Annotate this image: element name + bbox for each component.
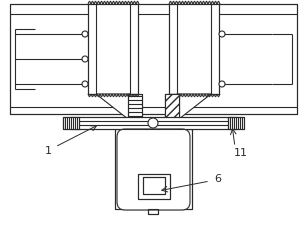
Bar xyxy=(169,5,219,95)
Bar xyxy=(128,95,142,120)
Bar xyxy=(10,5,297,114)
Bar xyxy=(115,129,192,209)
Polygon shape xyxy=(96,95,142,120)
Bar xyxy=(165,95,179,120)
Bar xyxy=(10,5,297,114)
Bar xyxy=(115,129,192,209)
Bar xyxy=(148,209,158,214)
Circle shape xyxy=(82,32,88,38)
Bar xyxy=(228,117,244,129)
Bar xyxy=(143,177,165,194)
Bar xyxy=(138,174,170,199)
Bar xyxy=(165,95,179,120)
Circle shape xyxy=(82,82,88,88)
Text: 1: 1 xyxy=(45,145,52,155)
Text: 11: 11 xyxy=(234,147,248,157)
Bar xyxy=(70,117,237,129)
Bar xyxy=(165,95,179,120)
Circle shape xyxy=(82,57,88,63)
Bar xyxy=(63,117,79,129)
Bar xyxy=(138,174,170,199)
Bar xyxy=(169,5,219,95)
Bar xyxy=(88,5,138,95)
Bar xyxy=(228,117,244,129)
Polygon shape xyxy=(165,95,211,120)
Bar xyxy=(70,117,237,129)
Bar xyxy=(148,209,158,214)
Bar xyxy=(143,177,165,194)
FancyBboxPatch shape xyxy=(117,129,190,210)
Circle shape xyxy=(219,32,225,38)
Circle shape xyxy=(148,118,158,128)
Bar xyxy=(63,117,79,129)
Bar xyxy=(88,5,138,95)
Circle shape xyxy=(219,82,225,88)
Bar xyxy=(128,95,142,120)
Text: 6: 6 xyxy=(215,173,221,183)
